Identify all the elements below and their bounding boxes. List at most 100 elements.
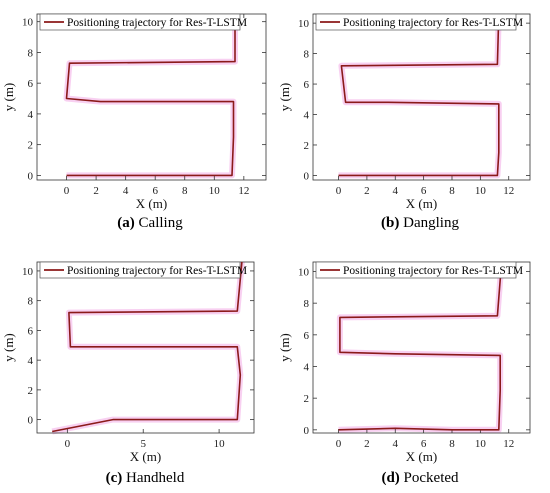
legend-box [315, 13, 517, 31]
y-axis-label: y (m) [1, 333, 16, 362]
x-tick-label: 2 [93, 185, 99, 197]
x-axis-label: X (m) [406, 449, 437, 464]
caption-text: Pocketed [404, 470, 459, 486]
legend-box [315, 261, 517, 279]
panel-caption: (b) Dangling [381, 215, 459, 231]
y-tick-label: 2 [28, 140, 34, 152]
y-tick-label: 6 [304, 330, 310, 342]
y-tick-label: 6 [304, 79, 310, 91]
y-tick-label: 8 [304, 298, 310, 310]
x-tick-label: 6 [421, 438, 427, 450]
x-tick-label: 10 [475, 185, 487, 197]
caption-text: Dangling [403, 215, 459, 231]
y-tick-label: 0 [28, 170, 34, 182]
trajectory-halo [336, 261, 505, 433]
trajectory-line [65, 14, 236, 177]
x-tick-label: 0 [336, 185, 342, 197]
x-tick-label: 0 [64, 185, 70, 197]
panel-caption: (d) Pocketed [381, 470, 459, 486]
y-axis-label: y (m) [277, 333, 292, 362]
y-tick-label: 0 [304, 170, 310, 182]
legend: Positioning trajectory for Res-T-LSTM [39, 261, 247, 279]
trajectory-line [338, 261, 503, 431]
caption-text: Handheld [126, 470, 185, 486]
y-tick-label: 2 [304, 393, 310, 405]
legend: Positioning trajectory for Res-T-LSTM [315, 13, 523, 31]
y-tick-label: 10 [298, 18, 310, 30]
y-tick-label: 4 [28, 109, 34, 121]
y-tick-label: 0 [28, 415, 34, 427]
trajectory-line [52, 261, 243, 433]
y-tick-label: 8 [28, 296, 34, 308]
x-tick-labels: 0 2 4 6 8 10 12 [64, 14, 249, 197]
legend-entry: Positioning trajectory for Res-T-LSTM [343, 17, 523, 29]
trajectory-series [338, 261, 503, 431]
caption-letter: (c) [106, 470, 123, 486]
x-tick-label: 2 [364, 438, 370, 450]
x-tick-label: 0 [65, 438, 71, 450]
y-tick-label: 8 [304, 49, 310, 61]
y-tick-label: 6 [28, 325, 34, 337]
trajectory-glow [63, 14, 238, 179]
y-tick-label: 4 [28, 355, 34, 367]
panel-pocketed: 0 2 4 6 8 10 12 0 2 4 6 8 10 Positioning trajectory… [277, 261, 531, 486]
trajectory-halo [63, 14, 238, 179]
y-tick-label: 10 [22, 266, 34, 278]
panel-calling: 0 2 4 6 8 10 12 0 2 4 6 8 10 Positioning trajectory… [1, 13, 267, 231]
y-tick-labels: 0 2 4 6 8 10 [298, 267, 530, 437]
y-tick-labels: 0 2 4 6 8 10 [22, 266, 254, 427]
legend-entry: Positioning trajectory for Res-T-LSTM [67, 17, 247, 29]
x-axis-label: X (m) [136, 196, 167, 211]
y-tick-label: 2 [28, 385, 34, 397]
trajectory-glow [338, 13, 502, 179]
y-axis-label: y (m) [277, 83, 292, 112]
x-tick-label: 8 [449, 438, 455, 450]
y-tick-label: 4 [304, 110, 310, 122]
x-tick-label: 12 [503, 438, 514, 450]
caption-letter: (a) [117, 215, 135, 231]
y-tick-label: 6 [28, 78, 34, 90]
x-tick-label: 4 [393, 185, 399, 197]
legend-box [39, 261, 241, 279]
y-tick-label: 10 [22, 17, 34, 29]
x-tick-label: 5 [140, 438, 146, 450]
panel-dangling: 0 2 4 6 8 10 12 0 2 4 6 8 10 Positioning trajectory… [277, 13, 531, 231]
trajectory-glow [336, 261, 505, 433]
y-tick-labels: 0 2 4 6 8 10 [22, 17, 266, 182]
y-tick-label: 2 [304, 140, 310, 152]
trajectory-series [52, 261, 243, 433]
y-tick-labels: 0 2 4 6 8 10 [298, 18, 530, 182]
panel-caption: (a) Calling [117, 215, 183, 231]
trajectory-line [338, 13, 500, 177]
panel-handheld: 0 5 10 0 2 4 6 8 10 Positioning trajectory for … [1, 261, 255, 486]
x-tick-label: 4 [393, 438, 399, 450]
x-tick-label: 10 [209, 185, 221, 197]
x-tick-label: 8 [449, 185, 455, 197]
x-tick-label: 6 [152, 185, 158, 197]
y-tick-label: 0 [304, 425, 310, 437]
panel-caption: (c) Handheld [106, 470, 185, 486]
trajectory-halo [338, 13, 502, 179]
trajectory-series [65, 14, 236, 177]
legend-box [39, 13, 241, 31]
y-tick-label: 10 [298, 267, 310, 279]
y-tick-label: 8 [28, 47, 34, 59]
y-axis-label: y (m) [1, 83, 16, 112]
y-tick-label: 4 [304, 362, 310, 374]
x-tick-label: 0 [336, 438, 342, 450]
x-tick-label: 2 [364, 185, 370, 197]
x-tick-label: 4 [123, 185, 129, 197]
legend-entry: Positioning trajectory for Res-T-LSTM [343, 265, 523, 277]
caption-letter: (d) [381, 470, 399, 486]
x-axis-label: X (m) [406, 196, 437, 211]
legend: Positioning trajectory for Res-T-LSTM [39, 13, 247, 31]
x-tick-label: 6 [421, 185, 427, 197]
x-tick-label: 8 [182, 185, 188, 197]
legend-entry: Positioning trajectory for Res-T-LSTM [67, 265, 247, 277]
legend: Positioning trajectory for Res-T-LSTM [315, 261, 523, 279]
x-tick-label: 10 [475, 438, 487, 450]
trajectory-series [338, 13, 500, 177]
caption-text: Calling [139, 215, 184, 231]
x-tick-label: 10 [214, 438, 226, 450]
